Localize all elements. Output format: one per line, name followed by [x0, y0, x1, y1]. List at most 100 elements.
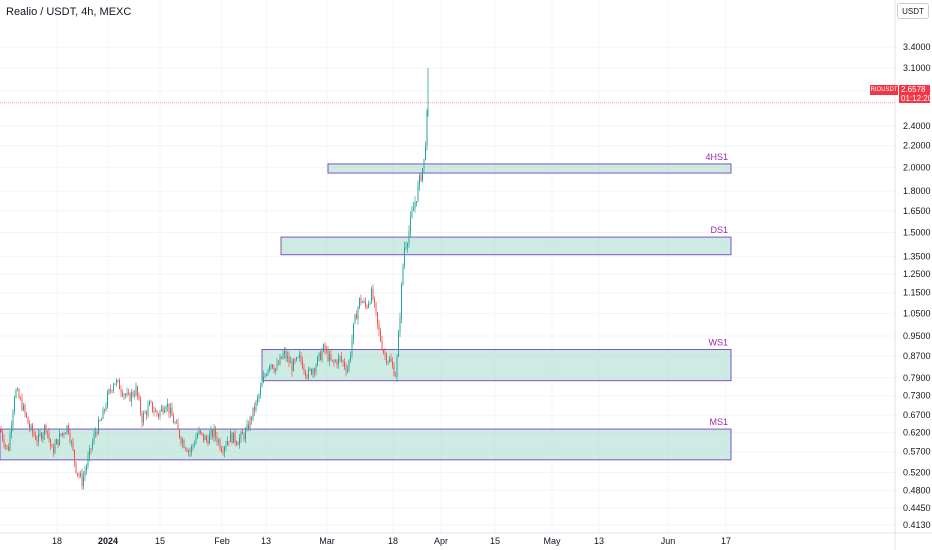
- currency-button[interactable]: USDT: [897, 3, 929, 19]
- candle-body: [245, 430, 246, 439]
- candle-body: [0, 429, 2, 433]
- y-tick-label: 1.5000: [903, 228, 931, 238]
- candle-body: [26, 412, 27, 417]
- candle-body: [113, 384, 114, 391]
- candle-body: [161, 407, 162, 412]
- candle-body: [36, 439, 38, 442]
- candle-body: [167, 403, 168, 407]
- y-tick-label: 2.4000: [903, 121, 931, 131]
- candle-body: [411, 210, 413, 217]
- candle-body: [65, 433, 66, 435]
- candle-body: [96, 432, 98, 434]
- candle-body: [51, 445, 53, 448]
- price-axis[interactable]: 3.40003.10002.80002.40002.20002.00001.80…: [903, 42, 931, 530]
- candle-body: [357, 307, 359, 320]
- candle-body: [228, 441, 230, 442]
- y-tick-label: 2.2000: [903, 141, 931, 151]
- support-zones: 4HS1 DS1 WS1 MS1: [0, 152, 732, 461]
- candle-body: [266, 374, 267, 376]
- candle-body: [63, 433, 65, 435]
- zone-ds1: [280, 236, 732, 256]
- candle-body: [396, 356, 398, 377]
- candle-body: [111, 390, 113, 392]
- candle-body: [144, 412, 146, 414]
- candle-body: [6, 445, 8, 448]
- candle-body: [39, 433, 41, 435]
- candle-body: [114, 383, 116, 385]
- candle-body: [362, 302, 363, 304]
- candle-body: [282, 353, 284, 359]
- y-tick-label: 1.0500: [903, 308, 931, 318]
- candle-body: [390, 358, 392, 362]
- candle-body: [252, 407, 254, 420]
- time-axis[interactable]: 18 2024 15 Feb 13 Mar 18 Apr 15 May 13 Jun 17: [52, 536, 731, 546]
- candle-body: [425, 145, 426, 160]
- candle-body: [317, 356, 318, 366]
- candle-body: [254, 407, 255, 411]
- y-tick-label: 0.6200: [903, 428, 931, 438]
- candle-body: [200, 430, 201, 433]
- x-tick-label: May: [543, 536, 561, 546]
- candle-body: [342, 360, 344, 362]
- candle-body: [416, 201, 417, 203]
- candle-body: [104, 409, 105, 411]
- x-tick-label: Jun: [661, 536, 676, 546]
- candle-body: [393, 365, 395, 376]
- candle-body: [146, 412, 147, 416]
- candle-body: [375, 302, 377, 313]
- candle-body: [368, 303, 369, 308]
- candle-body: [401, 284, 402, 318]
- candle-body: [270, 364, 272, 367]
- candle-body: [302, 360, 303, 369]
- candle-body: [320, 352, 321, 361]
- candle-body: [356, 314, 357, 320]
- y-tick-label: 1.1500: [903, 288, 931, 298]
- candle-body: [300, 355, 302, 361]
- candle-body: [299, 355, 300, 358]
- x-tick-label: Apr: [434, 536, 448, 546]
- candle-body: [68, 425, 69, 433]
- candle-body: [398, 332, 399, 357]
- candle-body: [267, 369, 269, 375]
- candle-body: [60, 433, 62, 436]
- candle-body: [158, 414, 159, 417]
- candle-body: [354, 314, 356, 324]
- candle-body: [33, 432, 35, 436]
- y-tick-label: 0.8700: [903, 351, 931, 361]
- candle-body: [30, 425, 32, 429]
- zone-label-ms1: MS1: [709, 417, 728, 427]
- candle-body: [18, 389, 20, 398]
- candle-body: [377, 312, 378, 324]
- candle-body: [134, 395, 135, 396]
- y-tick-label: 2.0000: [903, 162, 931, 172]
- candle-body: [27, 416, 29, 424]
- candle-body: [21, 398, 23, 411]
- candle-body: [410, 216, 411, 231]
- candle-body: [74, 449, 75, 462]
- candle-body: [122, 392, 123, 396]
- candle-body: [219, 440, 221, 449]
- candle-body: [156, 410, 158, 415]
- candle-body: [83, 476, 84, 486]
- candle-body: [128, 392, 129, 394]
- candle-body: [344, 361, 345, 367]
- x-tick-label: Feb: [214, 536, 230, 546]
- candle-body: [224, 447, 225, 453]
- candle-body: [213, 428, 215, 438]
- candle-body: [41, 433, 42, 440]
- candle-body: [402, 264, 404, 285]
- candle-body: [366, 305, 368, 308]
- candle-body: [405, 246, 407, 248]
- candle-body: [333, 360, 335, 362]
- candle-body: [183, 440, 185, 448]
- candle-body: [176, 422, 177, 424]
- candle-body: [72, 441, 74, 450]
- candle-body: [332, 359, 333, 361]
- candle-body: [69, 432, 71, 442]
- candle-body: [296, 357, 297, 361]
- candle-body: [191, 446, 192, 453]
- zone-4hs1: [327, 163, 732, 174]
- zone-label-ws1: WS1: [708, 338, 728, 348]
- candle-body: [285, 350, 287, 359]
